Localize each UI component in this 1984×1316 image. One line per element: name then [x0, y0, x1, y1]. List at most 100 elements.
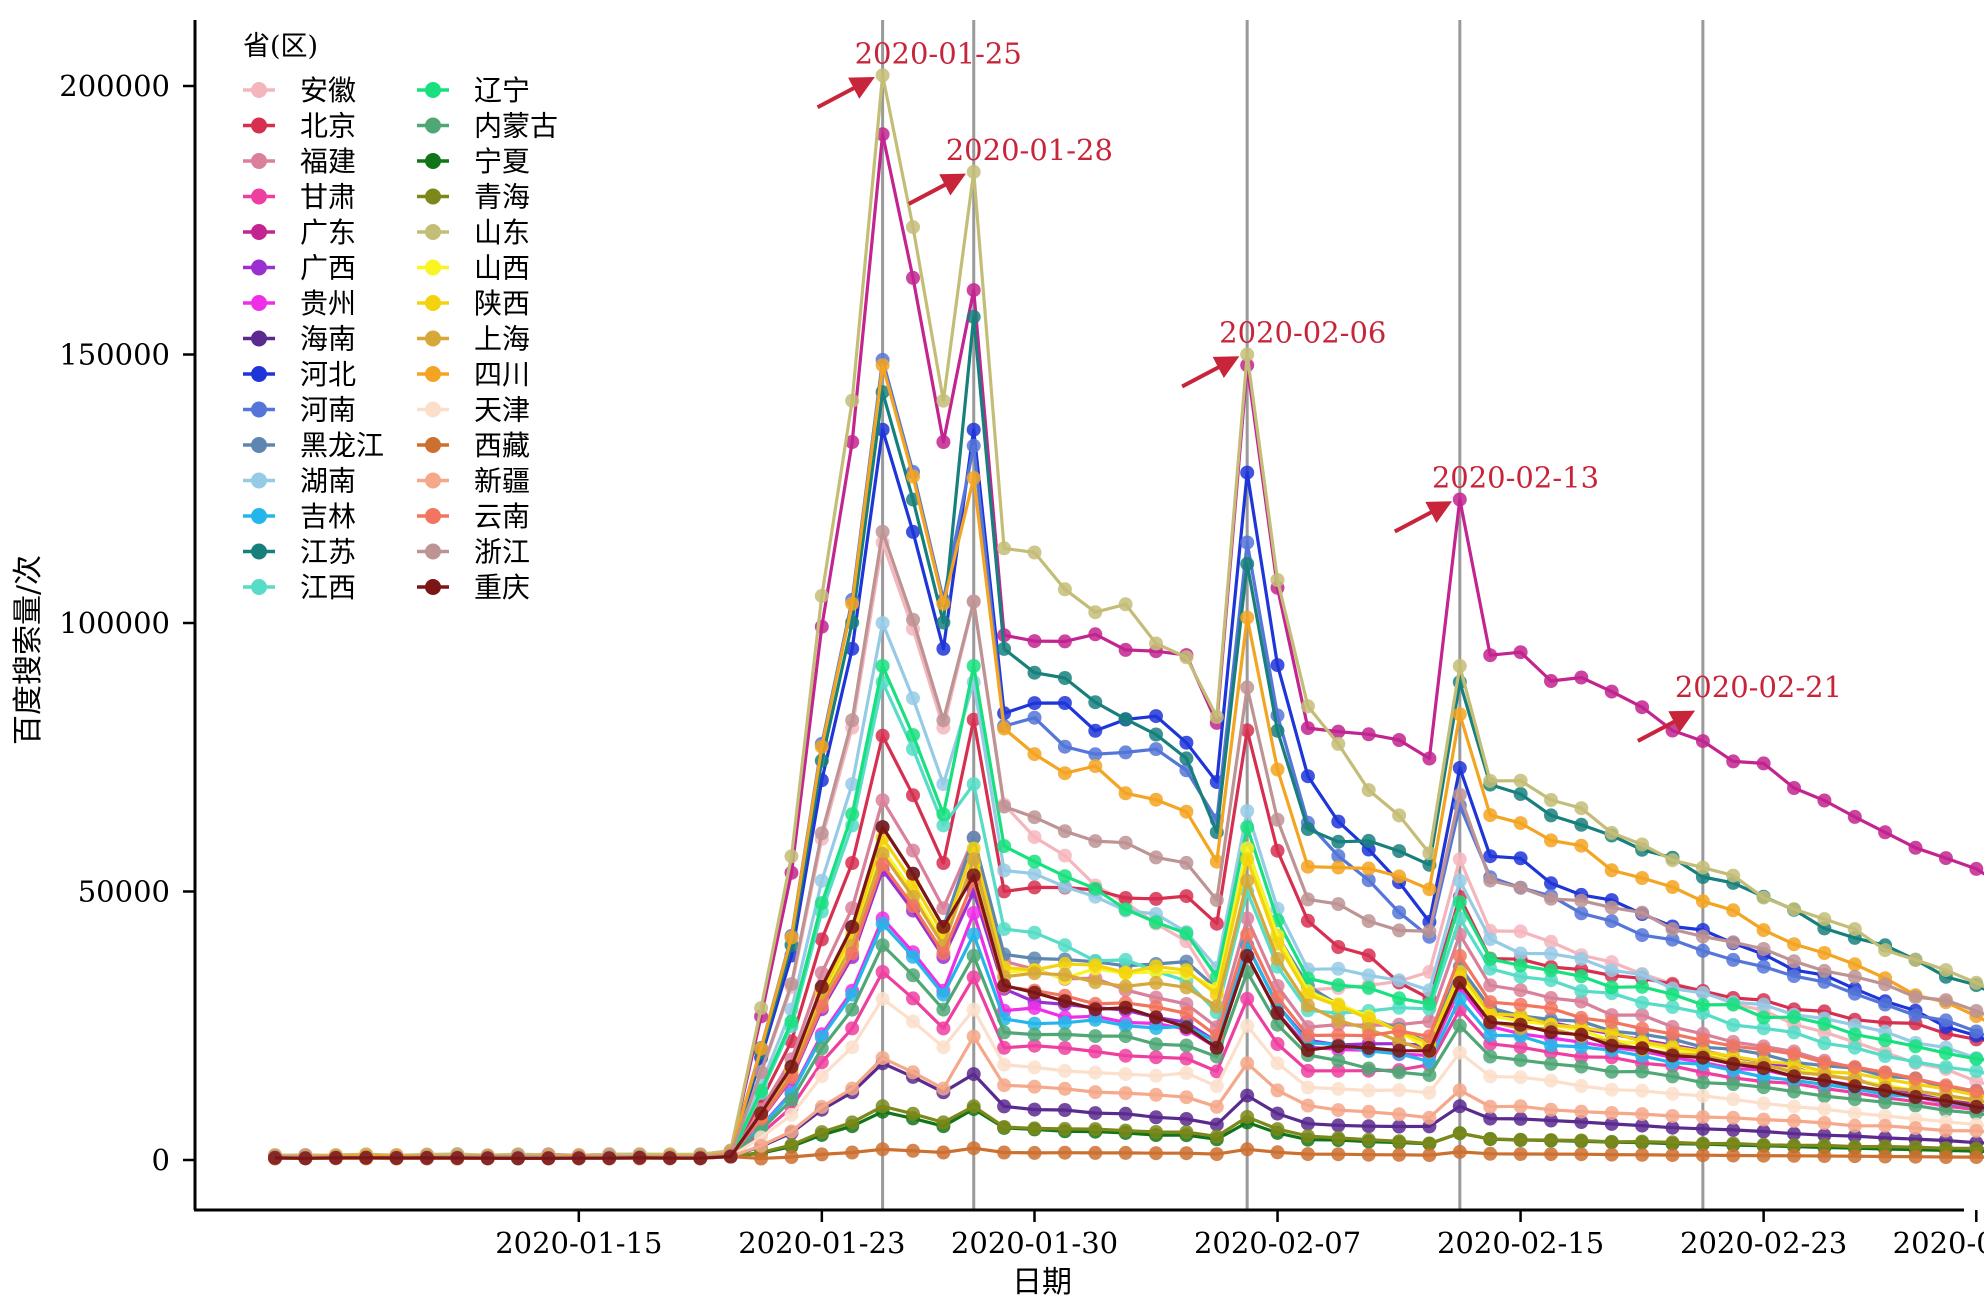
data-point	[1392, 991, 1407, 1006]
data-point	[1057, 994, 1072, 1009]
data-point	[1787, 1113, 1801, 1128]
data-point	[1665, 932, 1680, 947]
data-point	[1604, 1134, 1619, 1149]
data-point	[1088, 759, 1103, 773]
annotation-arrow	[907, 173, 966, 206]
data-point	[1331, 1130, 1346, 1145]
data-point	[784, 1107, 799, 1122]
data-point	[1149, 1037, 1163, 1052]
data-point	[1574, 1147, 1589, 1162]
data-point	[1452, 787, 1467, 802]
data-point	[1057, 824, 1072, 839]
data-point	[845, 1040, 860, 1055]
annotation-arrow	[1636, 710, 1696, 743]
data-point	[1118, 1018, 1133, 1033]
legend-label: 重庆	[474, 571, 530, 604]
data-point	[1300, 721, 1315, 736]
data-point	[1027, 1027, 1042, 1042]
data-point	[1118, 745, 1133, 760]
data-point	[784, 849, 799, 864]
data-point	[1179, 889, 1194, 904]
legend-swatch-dot	[251, 472, 267, 489]
data-point	[1695, 986, 1710, 1000]
legend-label: 河南	[300, 394, 356, 427]
data-point	[1695, 943, 1710, 958]
data-point	[814, 979, 829, 994]
data-point	[1057, 1063, 1072, 1078]
x-tick-label: 2020-01-23	[738, 1226, 905, 1260]
data-point	[1908, 1054, 1923, 1069]
data-point	[1787, 1069, 1801, 1084]
data-point	[1635, 995, 1650, 1010]
data-point	[1209, 1064, 1224, 1079]
data-point	[1604, 1014, 1619, 1029]
data-point	[1118, 1145, 1133, 1160]
data-point	[1544, 1056, 1558, 1071]
data-point	[906, 788, 920, 803]
legend-item-江西: 江西	[243, 571, 356, 604]
data-point	[1908, 990, 1923, 1005]
data-point	[1057, 1015, 1072, 1030]
data-point	[1027, 925, 1042, 940]
data-point	[1240, 556, 1255, 571]
data-point	[1604, 914, 1619, 929]
data-point	[1392, 905, 1407, 920]
data-point	[268, 1150, 282, 1165]
data-point	[845, 1145, 860, 1160]
data-point	[1847, 1118, 1862, 1133]
data-point	[1938, 1093, 1953, 1108]
legend-swatch-dot	[425, 117, 441, 134]
data-point	[1756, 1021, 1771, 1036]
data-point	[1270, 573, 1285, 587]
data-point	[936, 1081, 951, 1096]
data-point	[1604, 1038, 1619, 1053]
data-point	[1513, 1132, 1528, 1147]
data-point	[1513, 1053, 1528, 1068]
data-point	[1756, 1112, 1771, 1127]
data-point	[1149, 850, 1163, 865]
data-point	[997, 922, 1012, 936]
data-point	[1300, 1129, 1315, 1144]
data-point	[1149, 915, 1163, 930]
data-point	[1331, 1147, 1346, 1162]
data-point	[1665, 1069, 1680, 1084]
legend-label: 广西	[300, 252, 356, 285]
data-point	[1331, 814, 1346, 829]
legend-item-安徽: 安徽	[243, 74, 356, 107]
legend-swatch-dot	[425, 437, 441, 453]
data-point	[875, 965, 890, 979]
data-point	[1452, 492, 1467, 507]
data-point	[1270, 658, 1285, 673]
data-point	[1544, 1073, 1558, 1088]
legend-item-浙江: 浙江	[417, 536, 530, 569]
data-point	[936, 946, 951, 961]
legend-item-湖南: 湖南	[243, 465, 356, 498]
data-point	[814, 932, 829, 947]
data-point	[966, 1141, 981, 1156]
data-point	[1361, 1011, 1376, 1026]
data-point	[571, 1151, 586, 1166]
data-point	[359, 1150, 374, 1165]
data-point	[997, 1025, 1012, 1040]
data-point	[1695, 734, 1710, 749]
data-point	[1756, 890, 1771, 905]
y-tick-label: 150000	[59, 338, 170, 372]
data-point	[1179, 650, 1194, 665]
data-point	[1331, 1028, 1346, 1043]
data-point	[1027, 966, 1042, 981]
data-point	[1635, 1021, 1650, 1036]
legend-swatch-dot	[251, 259, 267, 276]
data-point	[1574, 994, 1589, 1009]
data-point	[845, 1081, 860, 1096]
data-point	[1452, 1099, 1467, 1114]
data-point	[1817, 1055, 1832, 1070]
data-point	[1057, 766, 1072, 781]
data-point	[1392, 1024, 1407, 1039]
x-axis-label: 日期	[1012, 1265, 1072, 1300]
data-point	[814, 1147, 829, 1162]
data-point	[1665, 1135, 1680, 1150]
data-point	[814, 873, 829, 888]
legend-label: 青海	[474, 181, 530, 214]
data-point	[1088, 1002, 1103, 1017]
